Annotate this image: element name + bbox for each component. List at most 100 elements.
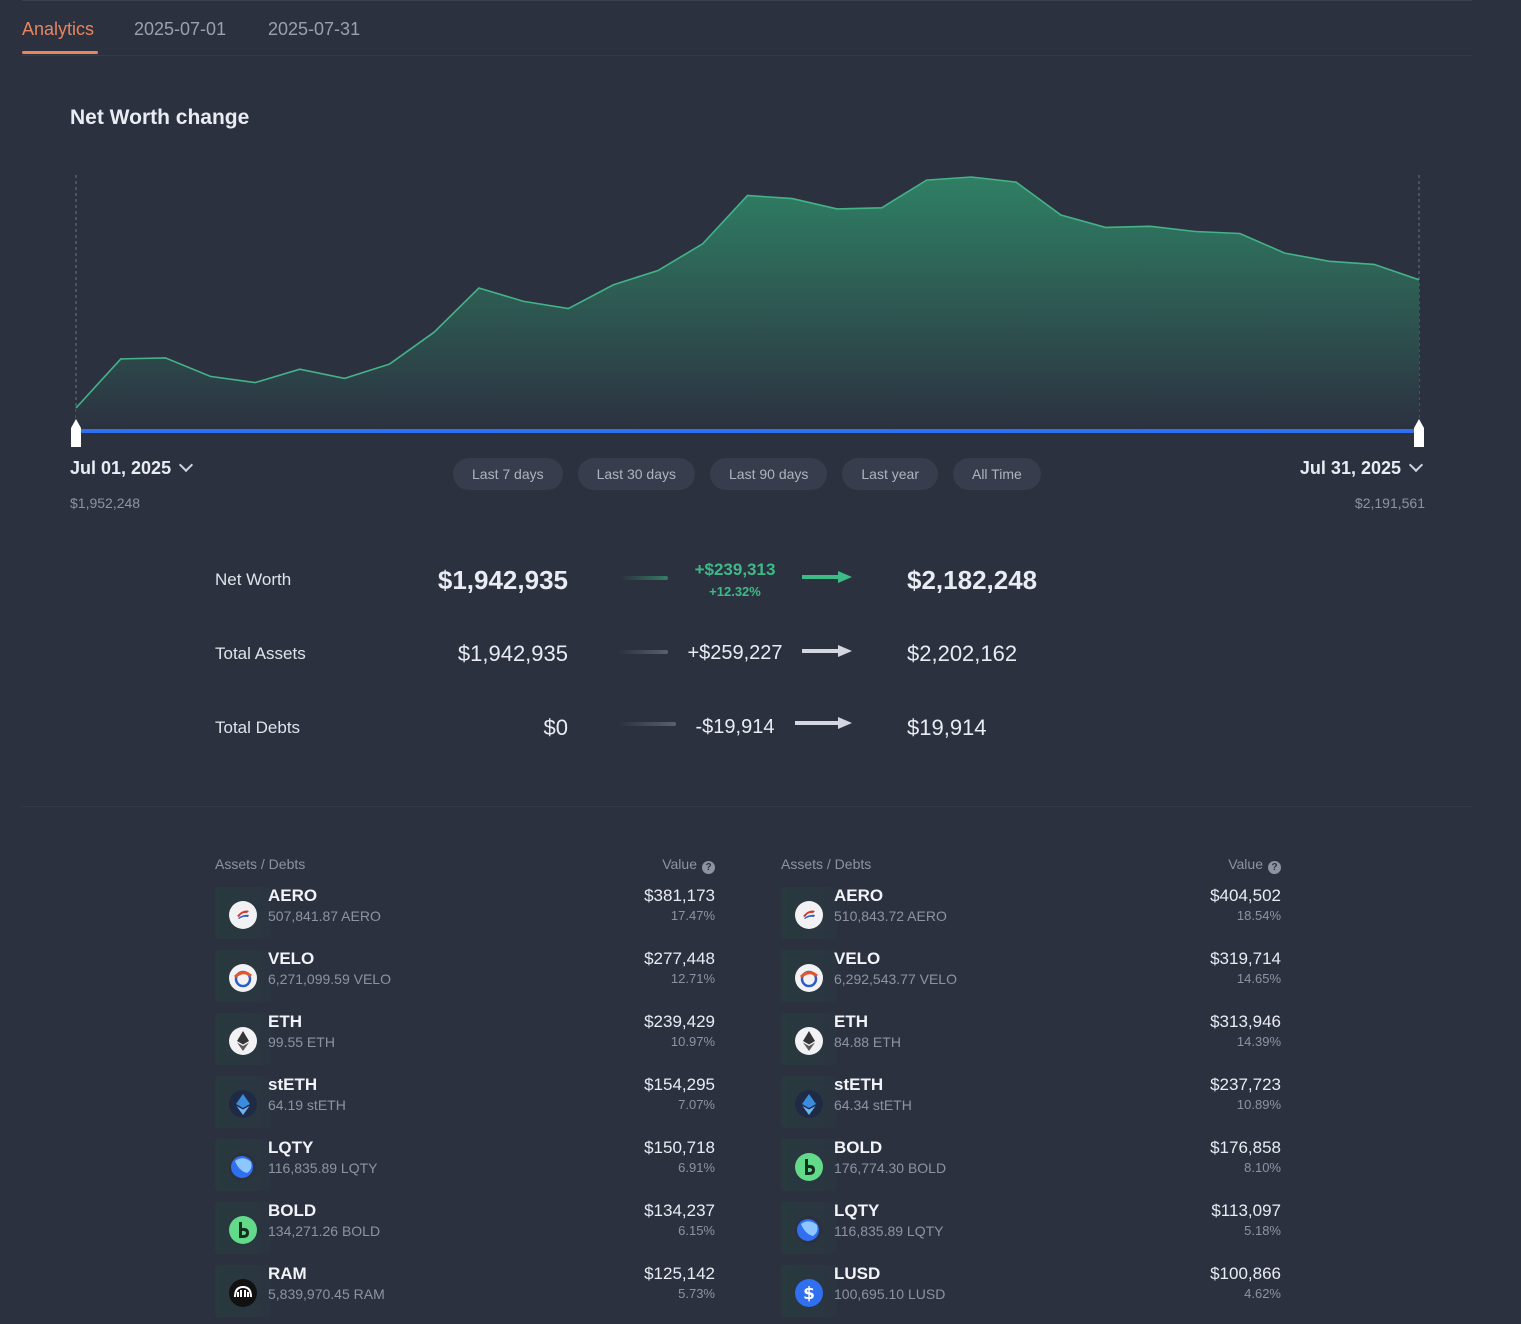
range-last-90-days-button[interactable]: Last 90 days <box>710 458 828 490</box>
token-symbol: AERO <box>268 886 318 905</box>
token-amount: 6,271,099.59 VELO <box>268 971 391 987</box>
token-logo-box <box>781 887 837 939</box>
token-percentage: 6.15% <box>678 1223 715 1238</box>
total-assets-fade-line <box>618 650 668 654</box>
token-value: $381,173 <box>644 886 715 905</box>
chevron-down-icon <box>1408 457 1424 473</box>
total-assets-to: $2,202,162 <box>907 641 1018 666</box>
token-symbol: BOLD <box>834 1138 883 1157</box>
token-symbol: ETH <box>834 1012 868 1031</box>
token-amount: 84.88 ETH <box>834 1034 901 1050</box>
tab-2025-07-31[interactable]: 2025-07-31 <box>268 19 361 39</box>
token-value: $319,714 <box>1210 949 1281 968</box>
token-amount: 64.34 stETH <box>834 1097 912 1113</box>
token-amount: 510,843.72 AERO <box>834 908 947 924</box>
token-percentage: 10.89% <box>1236 1097 1281 1112</box>
token-logo-box <box>781 1139 837 1191</box>
help-icon[interactable]: ? <box>1268 861 1281 874</box>
token-value: $134,237 <box>644 1201 715 1220</box>
header-value: Value? <box>1228 856 1281 874</box>
token-logo-box <box>215 1202 271 1254</box>
token-value: $154,295 <box>644 1075 715 1094</box>
velo-icon <box>229 964 257 992</box>
table-row[interactable]: VELO 6,292,543.77 VELO $319,714 14.65% <box>781 943 1281 1006</box>
header-assets-debts: Assets / Debts <box>215 856 306 872</box>
token-symbol: LQTY <box>834 1201 880 1220</box>
token-symbol: ETH <box>268 1012 302 1031</box>
lqty-icon <box>795 1216 823 1244</box>
tab-analytics[interactable]: Analytics <box>22 19 95 39</box>
token-percentage: 10.97% <box>670 1034 715 1049</box>
range-slider-track[interactable] <box>76 429 1419 433</box>
token-symbol: LQTY <box>268 1138 314 1157</box>
table-row[interactable]: stETH 64.34 stETH $237,723 10.89% <box>781 1069 1281 1132</box>
net-worth-chart <box>71 175 1424 447</box>
net-worth-to: $2,182,248 <box>907 565 1038 595</box>
header-assets-debts: Assets / Debts <box>781 856 872 872</box>
token-amount: 100,695.10 LUSD <box>834 1286 946 1302</box>
total-debts-from: $0 <box>543 715 568 740</box>
bold-icon <box>795 1153 823 1181</box>
total-debts-fade-line <box>618 722 676 726</box>
assets-table-end: Assets / Debts Value? AERO 510,843.72 AER… <box>781 850 1281 1321</box>
table-row[interactable]: stETH 64.19 stETH $154,295 7.07% <box>215 1069 715 1132</box>
steth-icon <box>229 1090 257 1118</box>
table-row[interactable]: LQTY 116,835.89 LQTY $113,097 5.18% <box>781 1195 1281 1258</box>
range-presets: Last 7 days Last 30 days Last 90 days La… <box>453 458 1041 490</box>
net-worth-change: +$239,313 <box>694 560 776 579</box>
token-amount: 116,835.89 LQTY <box>834 1223 944 1239</box>
eth-icon <box>229 1027 257 1055</box>
token-value: $125,142 <box>644 1264 715 1283</box>
assets-table-start: Assets / Debts Value? AERO 507,841.87 AER… <box>215 850 715 1321</box>
net-worth-from: $1,942,935 <box>437 565 568 595</box>
token-logo-box <box>781 1076 837 1128</box>
range-last-7-days-button[interactable]: Last 7 days <box>453 458 563 490</box>
token-value: $239,429 <box>644 1012 715 1031</box>
chart-area <box>76 177 1419 430</box>
range-slider-start-handle[interactable] <box>71 419 81 447</box>
end-date-picker[interactable]: Jul 31, 2025 <box>1300 457 1424 479</box>
table-row[interactable]: ETH 84.88 ETH $313,946 14.39% <box>781 1006 1281 1069</box>
token-logo-box <box>781 1013 837 1065</box>
chart-line <box>75 176 1420 409</box>
header-value: Value? <box>662 856 715 874</box>
range-last-30-days-button[interactable]: Last 30 days <box>577 458 695 490</box>
net-worth-label: Net Worth <box>215 570 292 589</box>
token-percentage: 4.62% <box>1244 1286 1281 1301</box>
total-assets-arrow-icon <box>802 645 852 657</box>
table-row[interactable]: ETH 99.55 ETH $239,429 10.97% <box>215 1006 715 1069</box>
table-header: Assets / Debts Value? <box>215 850 715 880</box>
start-date-picker[interactable]: Jul 01, 2025 <box>70 457 194 479</box>
summary-total-assets-row: Total Assets $1,942,935 +$259,227 $2,202… <box>0 634 1100 674</box>
token-value: $150,718 <box>644 1138 715 1157</box>
range-all-time-button[interactable]: All Time <box>952 458 1041 490</box>
table-row[interactable]: AERO 507,841.87 AERO $381,173 17.47% <box>215 880 715 943</box>
table-row[interactable]: BOLD 134,271.26 BOLD $134,237 6.15% <box>215 1195 715 1258</box>
table-row[interactable]: BOLD 176,774.30 BOLD $176,858 8.10% <box>781 1132 1281 1195</box>
total-debts-change: -$19,914 <box>695 716 775 738</box>
token-value: $237,723 <box>1210 1075 1281 1094</box>
help-icon[interactable]: ? <box>702 861 715 874</box>
ram-icon <box>229 1279 257 1307</box>
range-last-year-button[interactable]: Last year <box>842 458 938 490</box>
token-symbol: VELO <box>268 949 315 968</box>
aero-icon <box>795 901 823 929</box>
token-symbol: RAM <box>268 1264 307 1283</box>
token-amount: 507,841.87 AERO <box>268 908 381 924</box>
token-percentage: 17.47% <box>670 908 715 923</box>
token-amount: 64.19 stETH <box>268 1097 346 1113</box>
table-row[interactable]: $ LUSD 100,695.10 LUSD $100,866 4.62% <box>781 1258 1281 1321</box>
token-symbol: VELO <box>834 949 881 968</box>
total-debts-label: Total Debts <box>215 718 301 737</box>
net-worth-arrow-icon <box>802 571 852 583</box>
table-row[interactable]: LQTY 116,835.89 LQTY $150,718 6.91% <box>215 1132 715 1195</box>
table-row[interactable]: RAM 5,839,970.45 RAM $125,142 5.73% <box>215 1258 715 1321</box>
token-value: $277,448 <box>644 949 715 968</box>
tab-2025-07-01[interactable]: 2025-07-01 <box>134 19 227 39</box>
table-row[interactable]: VELO 6,271,099.59 VELO $277,448 12.71% <box>215 943 715 1006</box>
token-amount: 99.55 ETH <box>268 1034 335 1050</box>
token-amount: 176,774.30 BOLD <box>834 1160 947 1176</box>
range-slider-end-handle[interactable] <box>1414 419 1424 447</box>
token-logo-box <box>215 1013 271 1065</box>
table-row[interactable]: AERO 510,843.72 AERO $404,502 18.54% <box>781 880 1281 943</box>
